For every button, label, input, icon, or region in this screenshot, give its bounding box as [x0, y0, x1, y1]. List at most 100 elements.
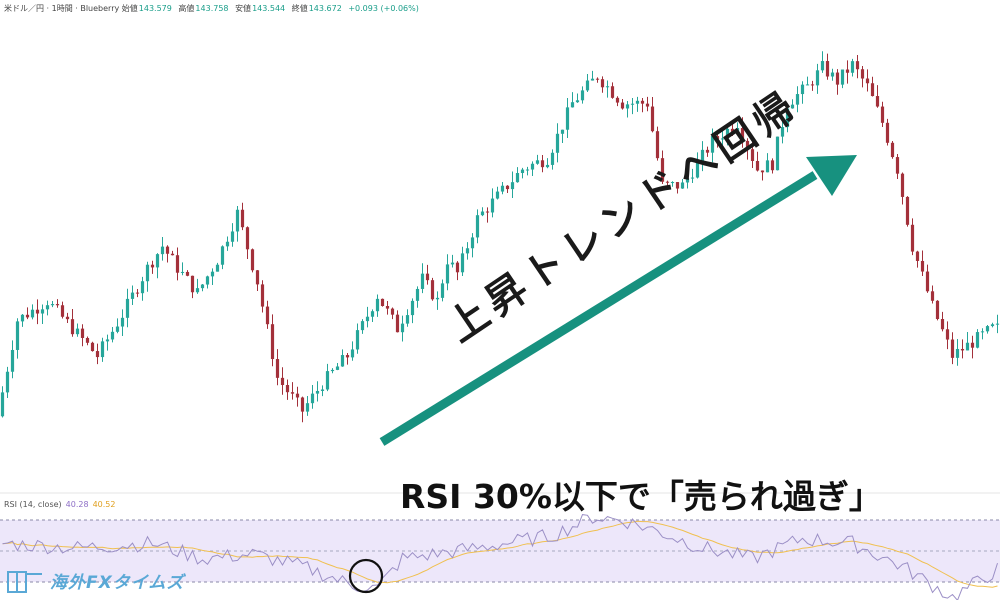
candle-body — [190, 275, 195, 293]
candle-body — [85, 337, 90, 343]
logo-text: 海外FXタイムズ — [50, 573, 185, 593]
rsi-ma-value: 40.52 — [92, 500, 116, 509]
candle-body — [225, 241, 230, 247]
candle-body — [30, 309, 35, 318]
candle-body — [540, 160, 545, 168]
candle-body — [895, 157, 900, 174]
candle-body — [885, 122, 890, 143]
symbol-label: 米ドル／円 · 1時間 · Blueberry — [4, 4, 120, 13]
candle-body — [430, 280, 435, 300]
candle-body — [890, 142, 895, 158]
candle-body — [590, 78, 595, 81]
candle-body — [915, 251, 920, 261]
candle-body — [410, 300, 415, 316]
candle-body — [125, 298, 130, 318]
candle-body — [400, 323, 405, 333]
candle-body — [315, 390, 320, 394]
candle-body — [640, 100, 645, 104]
candle-body — [935, 300, 940, 320]
candle-body — [335, 366, 340, 370]
candle-body — [960, 348, 965, 351]
candle-body — [730, 128, 735, 132]
candle-body — [405, 315, 410, 324]
candle-body — [145, 264, 150, 282]
close-label: 終値 — [291, 4, 308, 13]
candle-body — [5, 371, 10, 393]
candle-body — [285, 385, 290, 393]
trend-arrow — [379, 155, 857, 446]
candle-body — [865, 78, 870, 84]
candle-body — [650, 106, 655, 132]
candle-body — [510, 182, 515, 190]
candle-body — [560, 129, 565, 134]
brand-logo: 海外FXタイムズ — [6, 568, 184, 593]
candle-body — [105, 339, 110, 342]
candle-body — [230, 231, 235, 242]
candle-body — [390, 308, 395, 315]
rsi-ma-line — [2, 520, 998, 588]
candle-body — [445, 264, 450, 284]
candle-body — [150, 264, 155, 268]
candle-body — [240, 209, 245, 228]
candle-body — [830, 72, 835, 77]
candle-body — [630, 103, 635, 105]
candle-body — [535, 160, 540, 164]
candle-body — [175, 255, 180, 273]
candle-body — [980, 331, 985, 333]
close-value: 143.672 — [308, 4, 342, 13]
candle-body — [135, 292, 140, 294]
candle-body — [250, 249, 255, 271]
oversold-circle — [348, 558, 384, 594]
candle-body — [660, 158, 665, 182]
candle-body — [790, 104, 795, 109]
candle-body — [15, 321, 20, 350]
candle-body — [380, 298, 385, 307]
candle-body — [435, 297, 440, 300]
candle-body — [20, 314, 25, 322]
candle-body — [765, 160, 770, 173]
candle-body — [265, 306, 270, 325]
candle-body — [465, 248, 470, 254]
candle-body — [870, 83, 875, 97]
candle-body — [205, 276, 210, 285]
candle-body — [605, 86, 610, 88]
candle-body — [945, 329, 950, 340]
chart-header: 米ドル／円 · 1時間 · Blueberry 始値143.579 高値143.… — [4, 3, 423, 14]
candle-body — [140, 281, 145, 294]
candle-body — [810, 84, 815, 86]
candle-body — [855, 61, 860, 70]
candle-body — [255, 270, 260, 285]
candle-body — [740, 128, 745, 141]
candle-body — [940, 319, 945, 330]
rsi-label: RSI (14, close) — [4, 500, 62, 509]
candle-body — [555, 133, 560, 153]
candle-body — [970, 342, 975, 348]
candle-body — [780, 127, 785, 137]
candle-body — [340, 355, 345, 367]
low-label: 安値 — [235, 4, 252, 13]
candle-body — [50, 304, 55, 306]
candle-body — [180, 271, 185, 273]
candle-body — [25, 314, 30, 318]
candle-body — [585, 80, 590, 91]
candle-body — [235, 209, 240, 232]
open-label: 始値 — [121, 4, 138, 13]
candle-body — [625, 104, 630, 109]
rsi-line — [2, 514, 998, 600]
candle-body — [270, 324, 275, 360]
candle-body — [355, 330, 360, 350]
candle-body — [675, 182, 680, 189]
candle-body — [305, 403, 310, 412]
candle-body — [185, 271, 190, 276]
candle-body — [320, 389, 325, 391]
candles-layer — [0, 51, 1000, 423]
candle-body — [745, 140, 750, 150]
candle-body — [710, 136, 715, 153]
open-value: 143.579 — [138, 4, 172, 13]
candle-body — [45, 305, 50, 310]
candle-body — [825, 61, 830, 77]
candle-body — [515, 173, 520, 183]
candle-body — [360, 321, 365, 331]
candle-body — [840, 69, 845, 85]
